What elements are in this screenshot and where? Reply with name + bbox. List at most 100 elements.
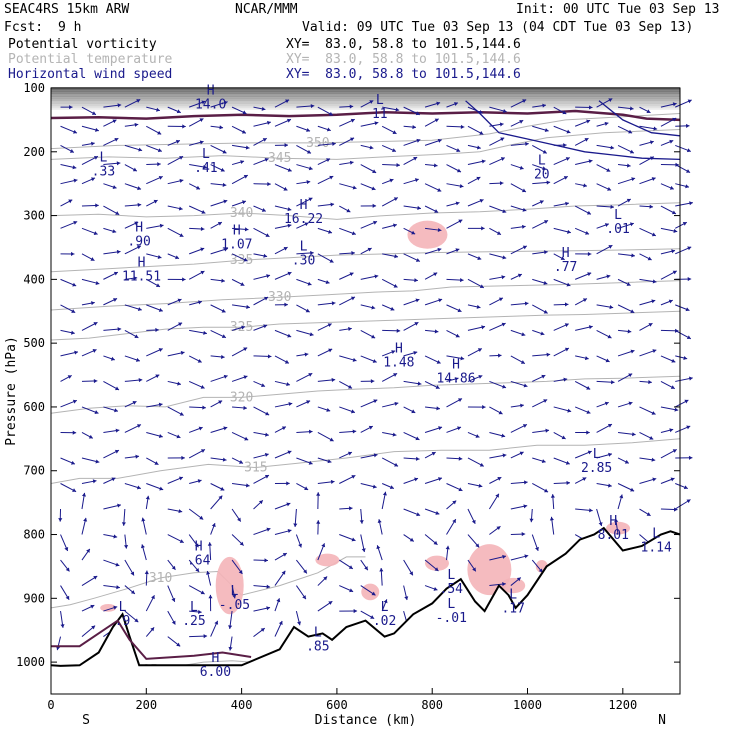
wind-vector-head — [223, 100, 228, 105]
wind-vector-head — [453, 102, 458, 106]
wind-vector-head — [308, 166, 313, 171]
wind-vector-head — [539, 200, 544, 205]
theta-contour-label: 340 — [230, 206, 253, 221]
wind-vector-head — [686, 425, 691, 430]
wind-vector-head — [306, 400, 311, 405]
pv-extremum-marker: L — [119, 600, 127, 615]
wind-vector-head — [687, 99, 692, 104]
wind-vector-head — [687, 246, 692, 251]
wind-vector-head — [628, 373, 633, 378]
wind-vector-head — [137, 202, 142, 207]
wind-vector-head — [332, 141, 336, 146]
wind-vector-head — [241, 129, 246, 134]
theta-contour-line — [50, 438, 681, 484]
wind-vector-head — [438, 426, 443, 431]
pv-extremum-marker: H — [211, 651, 219, 666]
wind-vector-head — [496, 526, 501, 531]
wind-vector-head — [349, 272, 354, 277]
wind-vector-head — [206, 570, 211, 575]
wind-vector-head — [155, 283, 160, 287]
wind-vector-head — [180, 350, 185, 355]
wind-vector-head — [561, 435, 566, 440]
wind-vector-head — [394, 462, 399, 467]
wind-vector-head — [243, 375, 248, 380]
wind-vector-head — [605, 358, 610, 363]
pv-extremum-marker: H — [562, 246, 570, 261]
wind-vector-head — [543, 309, 548, 314]
wind-vector-head — [159, 486, 164, 491]
wind-vector-head — [371, 591, 376, 596]
wind-vector-head — [626, 163, 631, 168]
wind-vector-head — [436, 406, 440, 411]
wind-vector-head — [587, 450, 592, 455]
forecast-hour: 9 h — [58, 20, 82, 35]
wind-vector-head — [524, 480, 528, 485]
wind-vector-head — [116, 585, 120, 590]
wind-vector-head — [321, 543, 326, 548]
wind-vector-head — [134, 221, 139, 226]
wind-vector-head — [325, 280, 330, 285]
wind-vector-head — [543, 250, 548, 255]
wind-vector-head — [604, 223, 609, 227]
wind-vector-head — [434, 329, 439, 334]
wind-vector-head — [158, 402, 163, 407]
pv-extremum-marker: L — [314, 626, 322, 641]
wind-vector-head — [630, 487, 635, 492]
wind-vector-head — [201, 210, 206, 214]
pv-extremum-marker: L — [538, 154, 546, 169]
wind-vector-head — [686, 169, 691, 173]
wind-vector-head — [240, 160, 245, 165]
wind-vector-head — [434, 567, 439, 572]
wind-vector-head — [264, 558, 268, 563]
wind-vector-head — [565, 460, 570, 465]
wind-vector-head — [502, 554, 506, 559]
wind-vector-head — [582, 477, 587, 482]
wind-vector-head — [242, 200, 246, 205]
wind-vector-head — [262, 138, 267, 142]
wind-vector-head — [478, 109, 483, 114]
wind-vector-head — [90, 141, 95, 146]
field-name-wind: Horizontal wind speed — [8, 67, 173, 82]
wind-vector-head — [308, 460, 313, 465]
wind-vector-head — [145, 495, 150, 500]
pv-regions — [100, 220, 631, 615]
wind-vector-head — [287, 529, 292, 534]
wind-vector-head — [223, 426, 228, 431]
wind-vector-head — [304, 352, 309, 357]
field-xy-pv: XY= 83.0, 58.8 to 101.5,144.6 — [286, 37, 521, 52]
wind-vector-head — [502, 582, 506, 587]
wind-vector-head — [368, 425, 373, 430]
wind-vector-head — [544, 220, 549, 224]
y-tick-label: 200 — [23, 145, 45, 159]
y-tick-label: 1000 — [16, 655, 45, 669]
wind-vector-head — [329, 175, 334, 180]
wind-vectors — [56, 98, 693, 651]
pv-extremum-marker: L — [447, 568, 455, 583]
wind-vector-head — [374, 121, 379, 126]
pv-extremum-value: .85 — [306, 640, 329, 655]
wind-vector-head — [133, 276, 138, 281]
wind-vector-head — [669, 139, 674, 144]
x-tick-label: 1000 — [513, 698, 542, 712]
wind-vector-head — [566, 282, 571, 287]
wind-vector-head — [111, 477, 116, 482]
wind-vector-head — [499, 181, 504, 186]
wind-vector-head — [349, 104, 354, 109]
wind-vector-head — [394, 401, 399, 406]
wind-vector-head — [264, 452, 269, 457]
wind-vector-head — [179, 539, 184, 543]
pv-extremum-value: 14.86 — [436, 372, 475, 387]
wind-vector-head — [359, 520, 364, 524]
wind-vector-head — [327, 323, 332, 328]
wind-vector-head — [562, 110, 567, 115]
wind-vector-head — [309, 332, 314, 337]
pv-extremum-value: .25 — [182, 614, 205, 629]
wind-vector-head — [308, 197, 313, 202]
wind-vector-head — [458, 398, 463, 402]
wind-vector-head — [208, 594, 213, 599]
pv-extremum-marker: L — [190, 600, 198, 615]
wind-vector-head — [390, 306, 395, 311]
wind-vector-head — [478, 483, 483, 488]
wind-vector-head — [624, 459, 629, 464]
pv-high-region — [407, 220, 448, 249]
